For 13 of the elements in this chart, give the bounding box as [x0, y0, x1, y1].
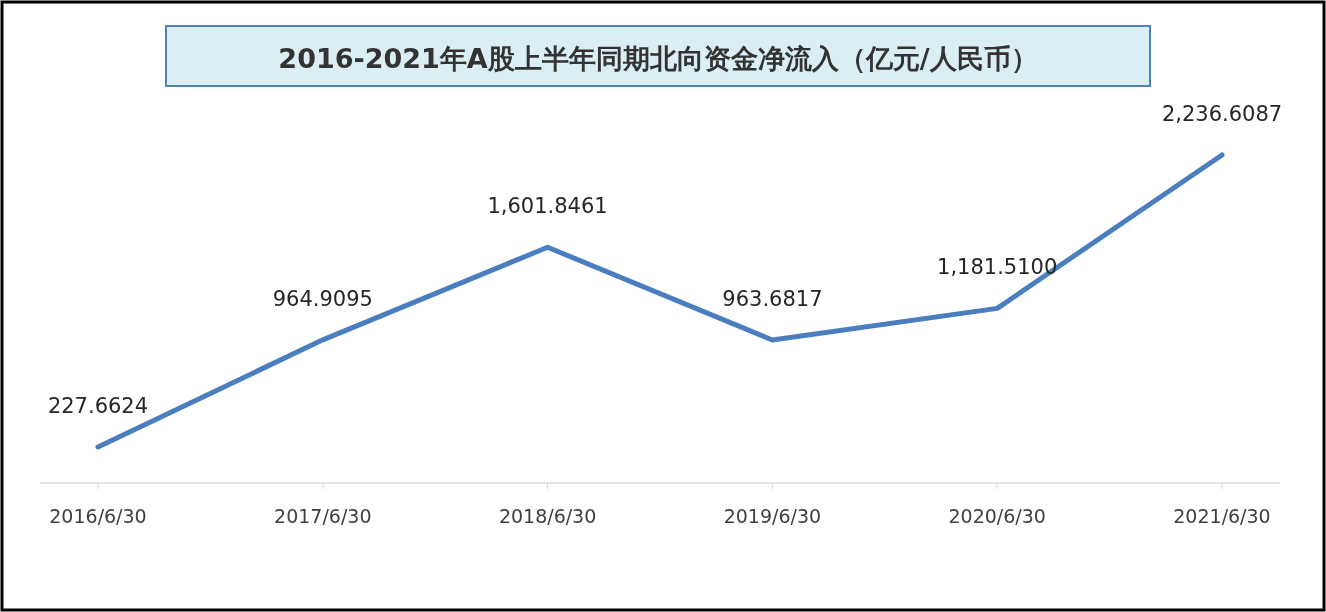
x-tick-label: 2018/6/30 [498, 505, 597, 527]
data-label: 964.9095 [272, 286, 373, 311]
x-tick-label: 2017/6/30 [274, 505, 372, 527]
x-tick-label: 2016/6/30 [49, 505, 147, 527]
data-label: 1,601.8461 [487, 194, 608, 219]
data-label: 1,181.5100 [937, 255, 1058, 280]
chart-title: 2016-2021年A股上半年同期北向资金净流入（亿元/人民币） [278, 43, 1038, 74]
data-label: 227.6624 [47, 394, 149, 418]
x-tick-label: 2020/6/30 [948, 505, 1046, 527]
data-label: 963.6817 [722, 287, 823, 312]
data-label: 2,236.6087 [1161, 102, 1283, 126]
x-tick-label: 2021/6/30 [1173, 505, 1271, 527]
x-tick-label: 2019/6/30 [723, 505, 822, 527]
